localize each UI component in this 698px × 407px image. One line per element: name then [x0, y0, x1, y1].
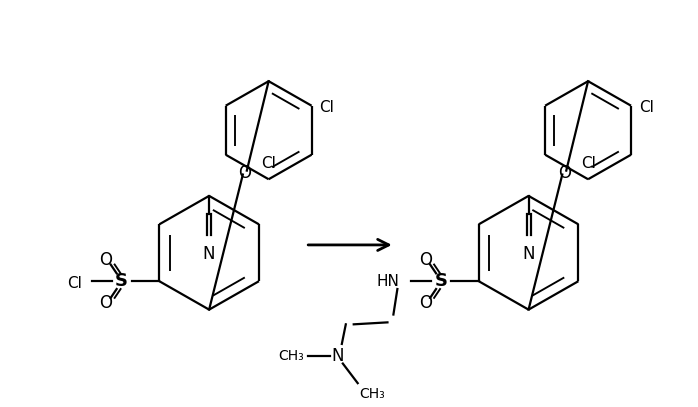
Text: N: N — [203, 245, 216, 263]
Text: O: O — [99, 294, 112, 312]
Text: O: O — [419, 294, 431, 312]
Text: N: N — [522, 245, 535, 263]
Text: CH₃: CH₃ — [359, 387, 385, 401]
Text: Cl: Cl — [261, 156, 276, 171]
Text: O: O — [99, 251, 112, 269]
Text: Cl: Cl — [581, 156, 595, 171]
Text: S: S — [115, 272, 128, 290]
Text: Cl: Cl — [639, 100, 654, 115]
Text: O: O — [558, 164, 571, 182]
Text: S: S — [435, 272, 447, 290]
Text: HN: HN — [376, 274, 399, 289]
Text: CH₃: CH₃ — [279, 349, 304, 363]
Text: Cl: Cl — [320, 100, 334, 115]
Text: O: O — [419, 251, 431, 269]
Text: Cl: Cl — [67, 276, 82, 291]
Text: O: O — [238, 164, 251, 182]
Text: N: N — [332, 347, 344, 365]
